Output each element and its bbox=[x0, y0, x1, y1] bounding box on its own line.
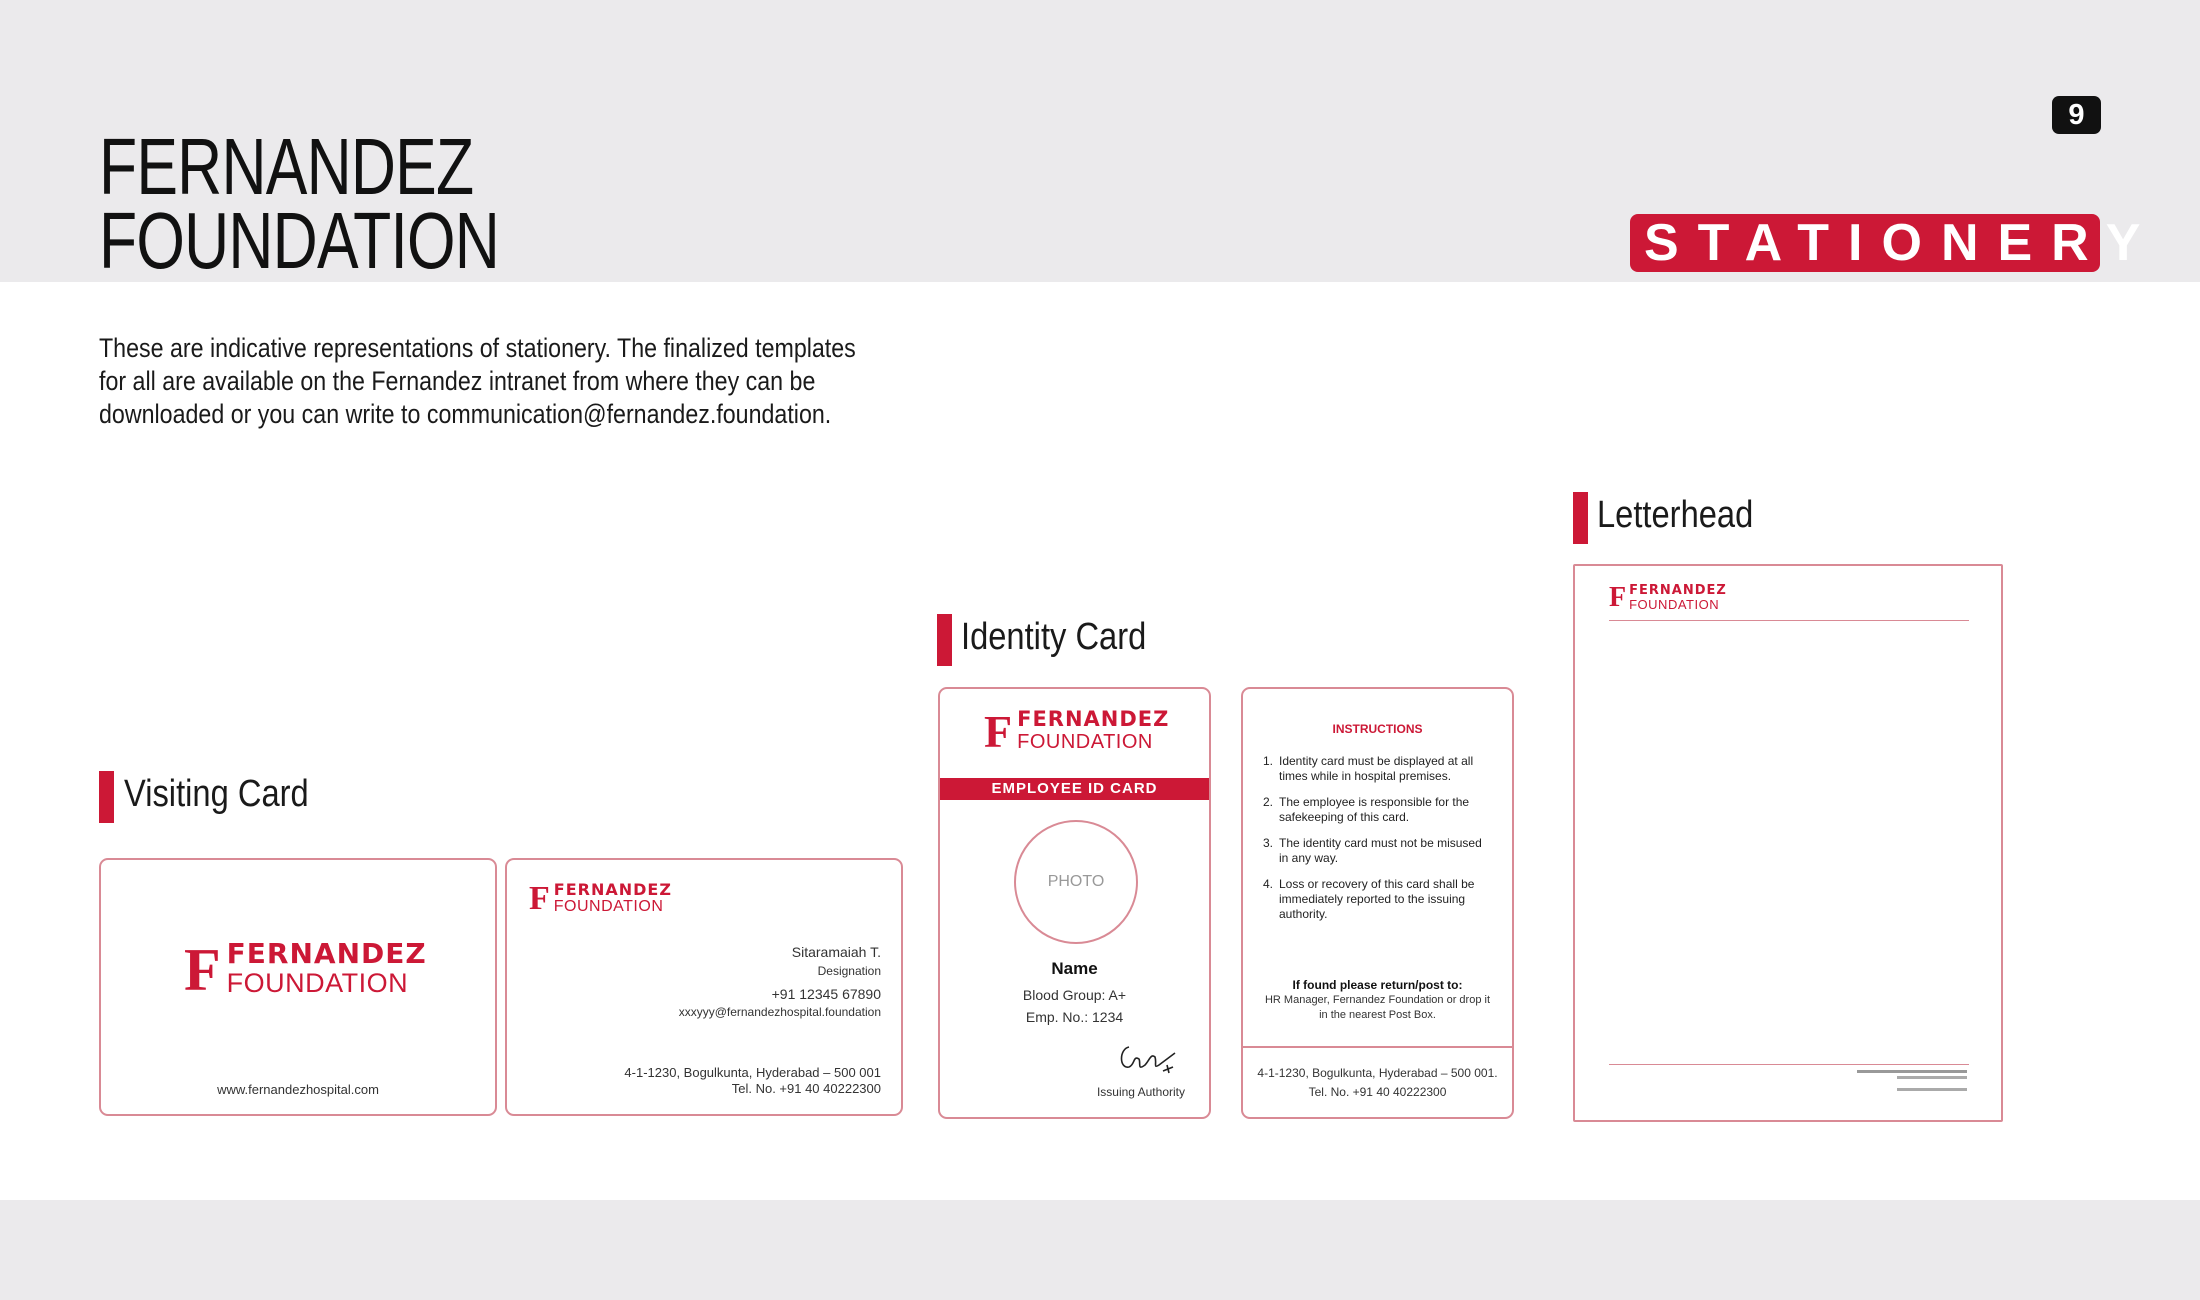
logo-word-1: FERNANDEZ bbox=[553, 880, 672, 899]
instruction-item: 3. The identity card must not be misused … bbox=[1263, 836, 1482, 865]
logo-word-2: FOUNDATION bbox=[1017, 731, 1153, 753]
letterhead-footer-address bbox=[1857, 1070, 1967, 1073]
page-title: FERNANDEZ FOUNDATION bbox=[99, 122, 500, 285]
address: 4-1-1230, Bogulkunta, Hyderabad – 500 00… bbox=[624, 1065, 881, 1080]
logo-mark: F bbox=[184, 937, 221, 1003]
letterhead-header-rule bbox=[1609, 620, 1969, 621]
identity-card-label: Identity Card bbox=[961, 616, 1147, 658]
label-marker bbox=[937, 614, 952, 666]
employee-id-band: EMPLOYEE ID CARD bbox=[940, 778, 1209, 800]
employee-name: Name bbox=[1051, 959, 1098, 978]
intro-paragraph: These are indicative representations of … bbox=[99, 332, 873, 431]
intro-line: for all are available on the Fernandez i… bbox=[99, 366, 816, 396]
section-badge: STATIONERY bbox=[1630, 214, 2140, 272]
visiting-card-front: F FERNANDEZ FOUNDATION www.fernandezhosp… bbox=[99, 858, 497, 1116]
photo-placeholder: PHOTO bbox=[1014, 820, 1138, 944]
intro-line: downloaded or you can write to communica… bbox=[99, 399, 832, 429]
logo-mark: F bbox=[529, 880, 550, 917]
instruction-item: 1. Identity card must be displayed at all… bbox=[1263, 754, 1474, 783]
visiting-card-back: F FERNANDEZ FOUNDATION Sitaramaiah T. De… bbox=[505, 858, 903, 1116]
telephone: Tel. No. +91 40 40222300 bbox=[731, 1081, 881, 1096]
instruction-item: 4. Loss or recovery of this card shall be… bbox=[1263, 877, 1475, 921]
logo-word-2: FOUNDATION bbox=[226, 968, 409, 998]
letterhead-footer-rule bbox=[1609, 1064, 1969, 1065]
signature-icon bbox=[1120, 1046, 1176, 1074]
card-divider bbox=[1243, 1046, 1512, 1048]
logo-word-1: FERNANDEZ bbox=[226, 937, 427, 970]
instruction-item: 2. The employee is responsible for the sa… bbox=[1263, 795, 1470, 824]
logo-mark: F bbox=[984, 706, 1013, 757]
footer-band bbox=[0, 1200, 2200, 1300]
instructions-list: 1. Identity card must be displayed at all… bbox=[1263, 754, 1493, 933]
id-card-front: F FERNANDEZ FOUNDATION EMPLOYEE ID CARD … bbox=[938, 687, 1211, 1119]
title-line-1: FERNANDEZ bbox=[99, 122, 474, 211]
return-line: HR Manager, Fernandez Foundation or drop… bbox=[1264, 994, 1491, 1006]
label-marker bbox=[99, 771, 114, 823]
logo-word-2: FOUNDATION bbox=[1629, 597, 1720, 612]
return-title: If found please return/post to: bbox=[1292, 978, 1463, 992]
person-name: Sitaramaiah T. bbox=[791, 944, 881, 960]
foundation-logo: F FERNANDEZ FOUNDATION bbox=[1609, 584, 1727, 612]
intro-line: These are indicative representations of … bbox=[99, 333, 856, 363]
letterhead-sheet: F FERNANDEZ FOUNDATION bbox=[1573, 564, 2003, 1122]
foundation-logo: F FERNANDEZ FOUNDATION bbox=[529, 882, 672, 916]
blood-group: Blood Group: A+ bbox=[1022, 987, 1127, 1003]
id-card-back: INSTRUCTIONS 1. Identity card must be dis… bbox=[1241, 687, 1514, 1119]
visiting-card-label: Visiting Card bbox=[124, 773, 309, 815]
foundation-logo: F FERNANDEZ FOUNDATION bbox=[184, 937, 427, 1003]
email: xxxyyy@fernandezhospital.foundation bbox=[678, 1005, 881, 1019]
label-marker bbox=[1573, 492, 1588, 544]
title-line-2: FOUNDATION bbox=[99, 196, 500, 285]
instructions-title: INSTRUCTIONS bbox=[1332, 722, 1423, 736]
phone: +91 12345 67890 bbox=[771, 986, 881, 1002]
employee-number: Emp. No.: 1234 bbox=[1025, 1009, 1124, 1025]
letterhead-footer-website bbox=[1897, 1088, 1967, 1091]
logo-word-1: FERNANDEZ bbox=[1017, 707, 1170, 731]
foundation-logo: F FERNANDEZ FOUNDATION bbox=[984, 709, 1169, 755]
logo-mark: F bbox=[1609, 582, 1627, 613]
logo-word-2: FOUNDATION bbox=[553, 898, 664, 915]
letterhead-footer-tel bbox=[1897, 1076, 1967, 1079]
telephone: Tel. No. +91 40 40222300 bbox=[1308, 1085, 1447, 1099]
page-number-badge: 9 bbox=[2052, 96, 2101, 134]
letterhead-label: Letterhead bbox=[1597, 494, 1754, 536]
website-text: www.fernandezhospital.com bbox=[217, 1082, 379, 1097]
address: 4-1-1230, Bogulkunta, Hyderabad – 500 00… bbox=[1257, 1066, 1498, 1080]
return-line: in the nearest Post Box. bbox=[1319, 1009, 1436, 1021]
issuing-authority: Issuing Authority bbox=[1096, 1085, 1185, 1099]
designation: Designation bbox=[817, 964, 881, 978]
logo-word-1: FERNANDEZ bbox=[1629, 583, 1727, 598]
